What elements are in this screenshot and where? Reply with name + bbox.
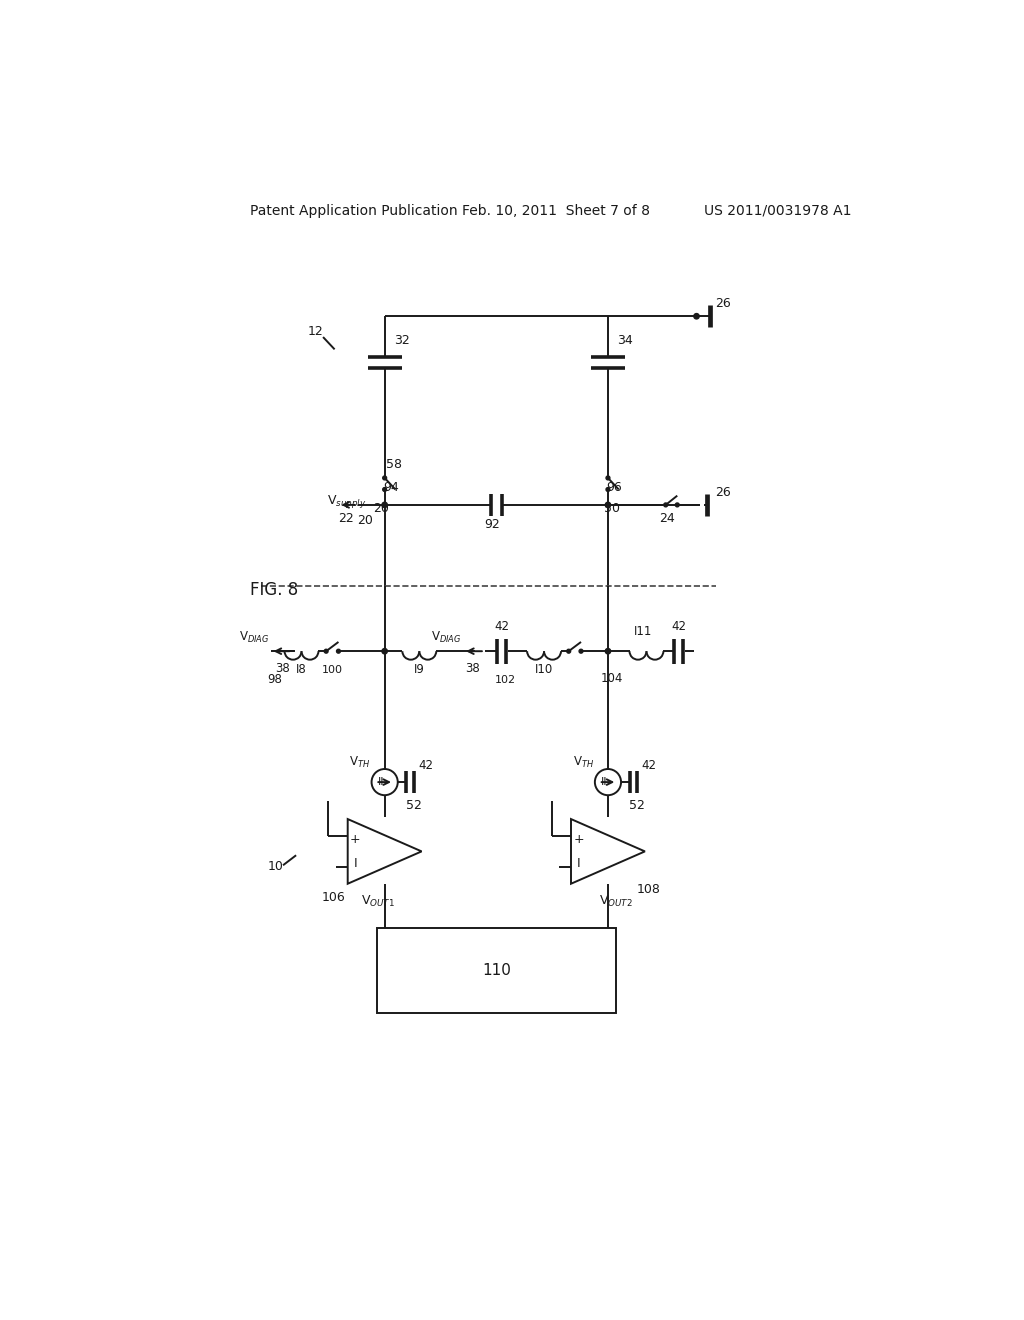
Text: 20: 20	[357, 513, 374, 527]
Text: 20: 20	[373, 502, 389, 515]
Text: FIG. 8: FIG. 8	[250, 581, 298, 598]
Circle shape	[337, 649, 340, 653]
Circle shape	[580, 649, 583, 653]
Text: I9: I9	[414, 663, 425, 676]
Text: 106: 106	[322, 891, 346, 904]
Text: 26: 26	[716, 297, 731, 310]
Circle shape	[606, 477, 610, 480]
Text: II: II	[601, 777, 607, 787]
Text: V$_{OUT1}$: V$_{OUT1}$	[361, 894, 395, 909]
Text: 42: 42	[672, 620, 686, 634]
Text: 10: 10	[267, 861, 284, 874]
Text: I8: I8	[296, 663, 307, 676]
Text: 102: 102	[495, 676, 516, 685]
Text: 22: 22	[338, 512, 354, 525]
Text: 42: 42	[641, 759, 656, 772]
Text: I10: I10	[535, 663, 553, 676]
Text: 32: 32	[394, 334, 410, 347]
Text: V$_{TH}$: V$_{TH}$	[572, 755, 594, 771]
Bar	[377, 928, 615, 1014]
Text: I11: I11	[634, 626, 652, 639]
Text: +: +	[350, 833, 360, 846]
Text: 98: 98	[267, 673, 282, 686]
Text: V$_{DIAG}$: V$_{DIAG}$	[239, 630, 269, 645]
Text: 38: 38	[465, 661, 480, 675]
Circle shape	[694, 314, 699, 319]
Text: 26: 26	[716, 486, 731, 499]
Circle shape	[382, 502, 387, 508]
Text: I: I	[353, 857, 357, 870]
Text: 50: 50	[604, 502, 620, 515]
Circle shape	[325, 649, 328, 653]
Circle shape	[383, 487, 387, 491]
Text: +: +	[573, 833, 584, 846]
Text: US 2011/0031978 A1: US 2011/0031978 A1	[705, 203, 852, 218]
Text: I: I	[577, 857, 581, 870]
Circle shape	[383, 477, 387, 480]
Circle shape	[605, 648, 610, 653]
Text: 92: 92	[484, 517, 501, 531]
Circle shape	[664, 503, 668, 507]
Text: 52: 52	[630, 799, 645, 812]
Text: 42: 42	[418, 759, 433, 772]
Text: 94: 94	[383, 482, 398, 495]
Text: II: II	[378, 777, 384, 787]
Circle shape	[382, 648, 387, 653]
Text: 12: 12	[307, 325, 324, 338]
Circle shape	[676, 503, 679, 507]
Text: V$_{DIAG}$: V$_{DIAG}$	[431, 630, 462, 645]
Text: Patent Application Publication: Patent Application Publication	[250, 203, 458, 218]
Text: 58: 58	[386, 458, 401, 471]
Text: 96: 96	[606, 482, 622, 495]
Text: 24: 24	[659, 512, 675, 525]
Text: Feb. 10, 2011  Sheet 7 of 8: Feb. 10, 2011 Sheet 7 of 8	[462, 203, 649, 218]
Text: 38: 38	[274, 661, 290, 675]
Text: 42: 42	[495, 620, 509, 634]
Circle shape	[605, 502, 610, 508]
Text: 34: 34	[617, 334, 633, 347]
Text: 108: 108	[637, 883, 660, 896]
Text: V$_{OUT2}$: V$_{OUT2}$	[599, 894, 633, 909]
Text: 104: 104	[601, 672, 623, 685]
Circle shape	[566, 649, 570, 653]
Text: 100: 100	[322, 665, 343, 675]
Text: 110: 110	[482, 964, 511, 978]
Text: V$_{TH}$: V$_{TH}$	[349, 755, 371, 771]
Text: V$_{supply}$: V$_{supply}$	[327, 492, 367, 510]
Circle shape	[606, 487, 610, 491]
Text: 52: 52	[406, 799, 422, 812]
